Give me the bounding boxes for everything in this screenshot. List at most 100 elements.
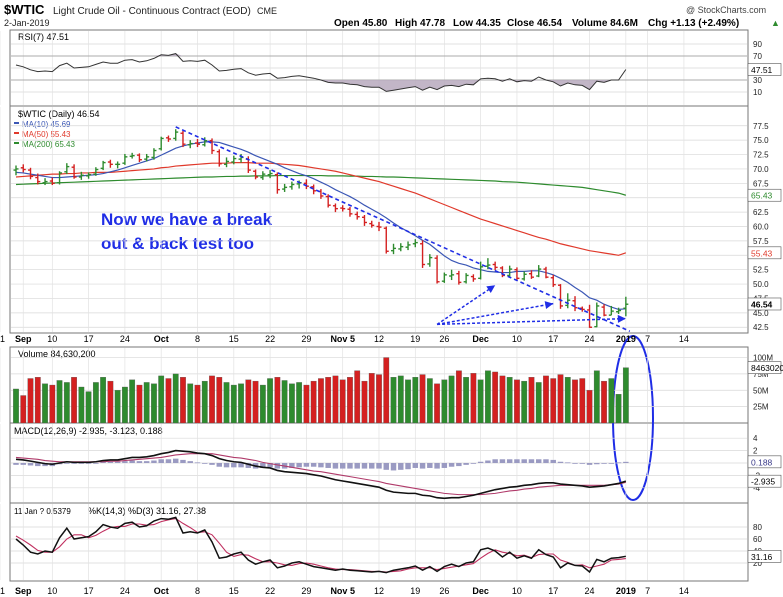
volume-bar xyxy=(397,375,404,424)
volume-bar xyxy=(136,384,143,424)
volume-bar xyxy=(477,379,484,424)
volume-bar xyxy=(608,378,615,424)
price-panel xyxy=(9,105,749,334)
date-axis-label-upper: Sep xyxy=(15,334,32,344)
date-axis-label-upper: 10 xyxy=(47,334,57,344)
date-axis-label-lower: Dec xyxy=(472,586,489,596)
date-axis-label-lower: 26 xyxy=(439,586,449,596)
macd-histogram-bar xyxy=(361,463,368,469)
date-axis-label-upper: 19 xyxy=(410,334,420,344)
volume-bar xyxy=(390,377,397,424)
rsi-value-tag: 47.51 xyxy=(751,65,773,75)
close-value: Close 46.54 xyxy=(507,18,562,29)
macd-histogram-bar xyxy=(194,462,201,464)
volume-bar xyxy=(216,377,223,424)
volume-bar xyxy=(579,378,586,424)
annotation-arrow xyxy=(436,284,496,325)
macd-histogram-bar xyxy=(223,463,230,468)
arrow-head-icon xyxy=(617,314,626,323)
volume-bar xyxy=(622,367,629,424)
date-axis-label-upper: 29 xyxy=(301,334,311,344)
low-value: Low 44.35 xyxy=(453,18,501,29)
date-axis-label-upper: 24 xyxy=(585,334,595,344)
macd-histogram-bar xyxy=(565,462,571,464)
volume-bar xyxy=(593,370,600,424)
volume-value-tag-box xyxy=(747,361,782,374)
annotation-line-2: out & back test too xyxy=(101,234,254,253)
chart-date: 2-Jan-2019 xyxy=(4,18,50,28)
volume-bar xyxy=(259,384,266,424)
exchange-label: CME xyxy=(257,6,277,16)
volume-bar xyxy=(412,377,419,424)
price-tick-label: 70.0 xyxy=(753,165,769,174)
volume-bar xyxy=(42,383,48,424)
stoch-tick-label: 20 xyxy=(753,559,762,568)
volume-bar xyxy=(405,379,411,424)
date-axis-label-lower: 24 xyxy=(120,586,130,596)
date-axis-label-upper: 22 xyxy=(265,334,275,344)
volume-bar xyxy=(34,377,41,424)
macd-histogram-bar xyxy=(35,463,41,467)
macd-histogram-bar xyxy=(354,463,360,469)
macd-histogram-bar xyxy=(535,459,542,463)
macd-histogram-bar xyxy=(71,463,77,464)
volume-bar xyxy=(535,382,542,424)
date-axis-label-upper: 2019 xyxy=(616,334,636,344)
volume-bar xyxy=(92,382,99,424)
macd-histogram-bar xyxy=(187,461,193,463)
macd-histogram-bar xyxy=(332,463,339,469)
date-axis-label-lower: 24 xyxy=(585,586,595,596)
volume-bar xyxy=(187,383,194,424)
volume-bar xyxy=(325,377,332,424)
macd-histogram-tag-box xyxy=(747,455,782,469)
macd-histogram-bar xyxy=(398,463,404,470)
macd-histogram-bar xyxy=(143,461,150,463)
ma50-value-tag-box xyxy=(747,246,782,260)
macd-histogram-bar xyxy=(463,463,469,465)
ma10-legend: MA(10) 45.69 xyxy=(22,120,71,129)
volume-bar xyxy=(383,357,390,424)
volume-bar xyxy=(267,378,273,424)
macd-histogram-bar xyxy=(405,463,411,470)
price-tick-label: 42.5 xyxy=(753,323,769,332)
macd-value-tag: -2.935 xyxy=(751,477,775,487)
date-axis-label-lower: Nov 5 xyxy=(330,586,355,596)
date-axis-label-lower: 10 xyxy=(512,586,522,596)
volume-bar xyxy=(245,379,252,424)
macd-histogram-bar xyxy=(470,463,477,464)
date-axis-label-lower: 29 xyxy=(301,586,311,596)
macd-histogram-bar xyxy=(572,463,578,464)
volume-label: Volume 84,630,200 xyxy=(18,349,96,359)
volume-bar xyxy=(434,383,440,424)
macd-histogram-bar xyxy=(20,463,26,465)
price-tick-label: 67.5 xyxy=(753,179,769,188)
volume-bar xyxy=(499,375,506,424)
macd-histogram-bar xyxy=(165,459,172,463)
stochastic-panel xyxy=(9,502,749,582)
stoch-tick-label: 80 xyxy=(753,523,762,532)
rsi-line xyxy=(15,53,627,92)
macd-histogram-bar xyxy=(136,461,143,463)
stoch-value-tag-box xyxy=(747,550,782,563)
macd-tick-label: 2 xyxy=(753,447,758,456)
annotation-arrow xyxy=(436,302,554,326)
price-tick-label: 72.5 xyxy=(753,151,769,160)
macd-tick-label: 4 xyxy=(753,434,758,443)
ticker-symbol: $WTIC xyxy=(4,2,45,17)
volume-bar xyxy=(332,375,339,424)
arrow-head-icon xyxy=(486,285,496,294)
date-axis-label-lower: Sep xyxy=(15,586,32,596)
macd-histogram-bar xyxy=(78,463,85,464)
macd-tick-label: -4 xyxy=(753,484,761,493)
macd-histogram-bar xyxy=(13,463,19,465)
ma200-legend: MA(200) 65.43 xyxy=(22,140,75,149)
macd-histogram-bar xyxy=(260,463,266,468)
volume-bar xyxy=(318,378,324,424)
macd-histogram-bar xyxy=(608,463,615,464)
macd-histogram-bar xyxy=(310,463,317,467)
date-axis-label-upper: 12 xyxy=(374,334,384,344)
date-axis-label-upper: 7 xyxy=(645,334,650,344)
volume-bar xyxy=(56,380,63,424)
rsi-oversold-fill xyxy=(16,80,626,92)
